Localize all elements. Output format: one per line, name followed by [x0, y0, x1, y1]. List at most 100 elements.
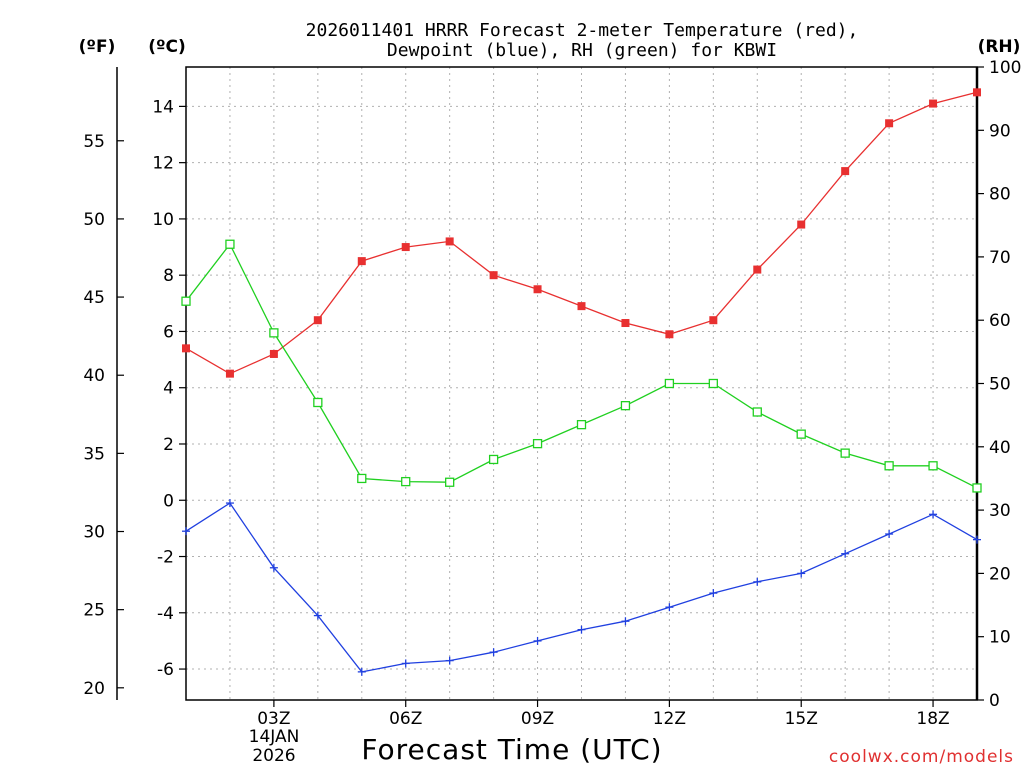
data-point	[313, 397, 323, 408]
rh-tick-label: 10	[989, 628, 1011, 648]
x-tick-label: 09Z	[521, 709, 554, 729]
rh-tick-label: 100	[989, 58, 1021, 78]
data-point	[225, 499, 234, 508]
data-point	[182, 527, 190, 536]
data-point	[841, 167, 850, 176]
data-point	[488, 454, 499, 465]
data-point	[313, 611, 322, 620]
rh-tick-label: 60	[989, 311, 1011, 331]
series-dewpoint	[182, 499, 981, 676]
data-point	[445, 237, 454, 246]
data-point	[929, 99, 938, 108]
rh-unit-label: (RH)	[978, 37, 1021, 57]
x-axis-label: Forecast Time (UTC)	[361, 733, 662, 766]
data-point	[621, 319, 630, 328]
data-point	[533, 285, 542, 294]
data-point	[841, 549, 850, 558]
data-point	[269, 349, 278, 358]
celsius-tick-label: -2	[157, 548, 174, 568]
celsius-tick-label: 0	[163, 491, 174, 511]
celsius-unit-label: (ºC)	[148, 37, 186, 57]
data-point	[269, 563, 278, 572]
date-day-label: 14JAN	[249, 727, 300, 747]
data-point	[753, 265, 762, 274]
fahrenheit-tick-label: 45	[83, 288, 105, 308]
fahrenheit-tick-label: 50	[83, 210, 105, 230]
celsius-tick-label: 10	[152, 210, 174, 230]
data-point	[225, 239, 235, 249]
data-point	[577, 302, 586, 311]
fahrenheit-tick-label: 40	[83, 366, 105, 386]
data-point	[489, 648, 498, 657]
celsius-tick-label: 6	[163, 322, 174, 342]
rh-tick-label: 30	[989, 501, 1011, 521]
data-point	[445, 656, 454, 665]
data-point	[401, 243, 410, 252]
data-point	[489, 271, 498, 280]
data-point	[885, 119, 894, 128]
data-point	[753, 577, 762, 586]
data-point	[797, 569, 806, 578]
fahrenheit-unit-label: (ºF)	[79, 37, 116, 57]
chart-title-line-2: Dewpoint (blue), RH (green) for KBWI	[387, 40, 777, 61]
data-point	[401, 659, 410, 668]
x-tick-label: 12Z	[653, 709, 686, 729]
gridlines	[186, 67, 977, 700]
celsius-tick-label: 8	[163, 266, 174, 286]
celsius-tick-label: 14	[152, 97, 174, 117]
rh-tick-label: 20	[989, 564, 1011, 584]
data-point	[533, 636, 542, 645]
data-point	[357, 473, 367, 484]
rh-tick-label: 80	[989, 185, 1011, 205]
data-point	[269, 328, 279, 338]
rh-tick-label: 40	[989, 438, 1011, 458]
data-point	[576, 419, 587, 430]
fahrenheit-tick-label: 25	[83, 601, 105, 621]
x-tick-label: 15Z	[785, 709, 818, 729]
data-point	[182, 344, 190, 353]
series-temperature	[182, 88, 981, 378]
credit-label: coolwx.com/models	[829, 747, 1014, 767]
data-point	[708, 378, 718, 389]
x-tick-label: 03Z	[257, 709, 290, 729]
celsius-tick-label: -4	[157, 604, 174, 624]
data-point	[840, 448, 850, 458]
data-point	[973, 88, 981, 97]
fahrenheit-tick-label: 30	[83, 523, 105, 543]
data-point	[620, 401, 631, 411]
data-point	[929, 510, 938, 519]
fahrenheit-tick-label: 20	[83, 679, 105, 699]
data-point	[928, 461, 938, 471]
fahrenheit-tick-label: 55	[83, 132, 105, 152]
data-point	[225, 369, 234, 378]
data-point	[665, 330, 674, 339]
series-line	[185, 502, 978, 673]
data-point	[797, 220, 806, 229]
tick-labels: 03Z 06Z 09Z 12Z 15Z 18Z -6 -4 -2 0 2 4 6 8 10 12 14 20 25 3…	[83, 58, 1021, 729]
data-point	[532, 438, 543, 449]
rh-tick-label: 70	[989, 248, 1011, 268]
data-point	[972, 483, 982, 493]
data-point	[181, 296, 191, 306]
data-point	[885, 530, 894, 539]
rh-tick-label: 50	[989, 375, 1011, 395]
data-point	[445, 477, 455, 487]
axes	[116, 66, 984, 707]
series	[181, 88, 982, 676]
x-tick-label: 18Z	[916, 709, 949, 729]
celsius-tick-label: -6	[157, 660, 174, 680]
data-point	[796, 429, 806, 439]
data-point	[313, 316, 322, 325]
date-year-label: 2026	[252, 746, 295, 766]
data-point	[664, 378, 675, 389]
data-point	[973, 535, 981, 544]
celsius-tick-label: 4	[163, 379, 174, 399]
data-point	[665, 603, 674, 612]
chart-title-line-1: 2026011401 HRRR Forecast 2-meter Tempera…	[306, 20, 859, 41]
celsius-tick-label: 12	[152, 154, 174, 174]
data-point	[577, 625, 586, 634]
data-point	[621, 617, 630, 626]
plot-frame	[185, 66, 978, 701]
data-point	[752, 407, 762, 417]
